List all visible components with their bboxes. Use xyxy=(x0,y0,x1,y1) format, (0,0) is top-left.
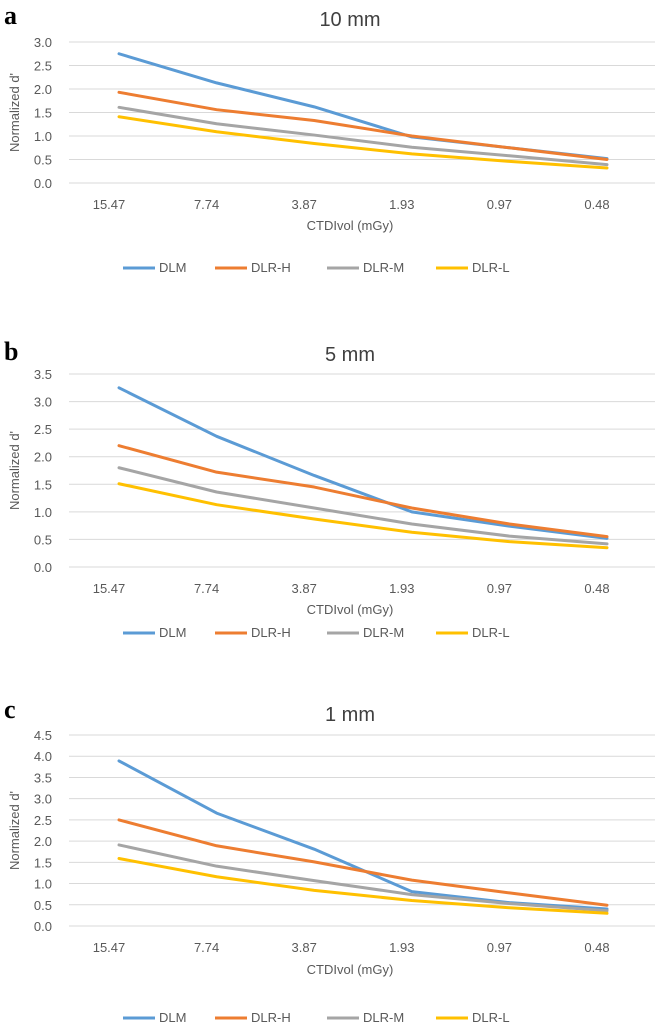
x-tick-label: 0.97 xyxy=(487,581,512,596)
panel-letter: a xyxy=(4,1,17,30)
y-axis-label: Normalized d' xyxy=(7,791,22,870)
series-line-dlr-m xyxy=(117,105,609,167)
chart-title: 5 mm xyxy=(325,344,375,366)
y-tick-label: 4.5 xyxy=(34,728,52,743)
legend-label: DLM xyxy=(159,625,186,640)
series-line-dlr-l xyxy=(117,857,609,915)
legend-label: DLR-H xyxy=(251,625,291,640)
y-tick-label: 3.5 xyxy=(34,367,52,382)
x-tick-label: 0.48 xyxy=(584,581,609,596)
series-line-dlr-l xyxy=(117,482,609,550)
y-tick-label: 0.0 xyxy=(34,919,52,934)
y-tick-label: 1.0 xyxy=(34,877,52,892)
x-tick-label: 15.47 xyxy=(93,197,126,212)
x-tick-label: 0.97 xyxy=(487,940,512,955)
y-tick-label: 3.0 xyxy=(34,792,52,807)
chart-title: 1 mm xyxy=(325,704,375,726)
y-tick-label: 2.5 xyxy=(34,59,52,74)
y-tick-label: 2.0 xyxy=(34,834,52,849)
chart-title: 10 mm xyxy=(319,9,380,31)
x-tick-label: 3.87 xyxy=(292,197,317,212)
chart-panel-a: a 10 mm 0.0 0.5 1.0 1.5 2.0 2.5 3.0 15.47 7.74 3.87… xyxy=(4,1,655,275)
x-tick-label: 3.87 xyxy=(292,581,317,596)
legend-label: DLR-M xyxy=(363,1010,404,1025)
x-axis-label: CTDIvol (mGy) xyxy=(307,962,394,977)
panel-letter: c xyxy=(4,695,16,724)
x-tick-label: 7.74 xyxy=(194,581,219,596)
y-tick-label: 0.0 xyxy=(34,176,52,191)
x-tick-label: 15.47 xyxy=(93,581,126,596)
x-tick-label: 0.48 xyxy=(584,940,609,955)
x-tick-label: 1.93 xyxy=(389,197,414,212)
x-tick-label: 1.93 xyxy=(389,581,414,596)
legend-label: DLR-L xyxy=(472,1010,510,1025)
legend-label: DLR-L xyxy=(472,260,510,275)
y-tick-label: 1.5 xyxy=(34,106,52,121)
y-tick-label: 3.0 xyxy=(34,395,52,410)
series-line-dlr-m xyxy=(117,843,609,913)
x-tick-label: 0.48 xyxy=(584,197,609,212)
y-axis-label: Normalized d' xyxy=(7,431,22,510)
series-line-dlr-m xyxy=(117,466,609,546)
y-tick-label: 2.0 xyxy=(34,450,52,465)
series-line-dlr-l xyxy=(117,115,609,170)
x-axis-label: CTDIvol (mGy) xyxy=(307,218,394,233)
x-tick-label: 7.74 xyxy=(194,940,219,955)
panel-letter: b xyxy=(4,337,18,366)
series-line-dlr-h xyxy=(117,818,609,907)
series-line-dlm xyxy=(117,386,609,540)
y-axis-label: Normalized d' xyxy=(7,73,22,152)
y-tick-label: 4.0 xyxy=(34,749,52,764)
x-axis-label: CTDIvol (mGy) xyxy=(307,602,394,617)
legend-label: DLR-M xyxy=(363,625,404,640)
y-tick-label: 1.5 xyxy=(34,855,52,870)
y-tick-label: 1.5 xyxy=(34,477,52,492)
chart-panel-c: c 1 mm 0.0 0.5 1.0 1.5 2.0 2.5 3.0 3.5 4.0 4.5 15.47… xyxy=(4,695,655,1025)
y-tick-label: 2.0 xyxy=(34,82,52,97)
y-tick-label: 0.5 xyxy=(34,898,52,913)
y-tick-label: 0.0 xyxy=(34,560,52,575)
y-tick-label: 1.0 xyxy=(34,505,52,520)
legend-label: DLR-H xyxy=(251,260,291,275)
series-line-dlr-h xyxy=(117,444,609,539)
legend-label: DLR-L xyxy=(472,625,510,640)
y-tick-label: 2.5 xyxy=(34,422,52,437)
x-tick-label: 7.74 xyxy=(194,197,219,212)
x-tick-label: 1.93 xyxy=(389,940,414,955)
x-tick-label: 3.87 xyxy=(292,940,317,955)
y-tick-label: 3.0 xyxy=(34,35,52,50)
legend-label: DLR-M xyxy=(363,260,404,275)
legend-label: DLM xyxy=(159,1010,186,1025)
legend-label: DLM xyxy=(159,260,186,275)
legend-label: DLR-H xyxy=(251,1010,291,1025)
series-line-dlr-h xyxy=(117,90,609,161)
x-tick-label: 0.97 xyxy=(487,197,512,212)
y-tick-label: 0.5 xyxy=(34,153,52,168)
y-tick-label: 3.5 xyxy=(34,770,52,785)
y-tick-label: 0.5 xyxy=(34,532,52,547)
y-tick-label: 1.0 xyxy=(34,129,52,144)
y-tick-label: 2.5 xyxy=(34,813,52,828)
x-tick-label: 15.47 xyxy=(93,940,126,955)
chart-panel-b: b 5 mm 0.0 0.5 1.0 1.5 2.0 2.5 3.0 3.5 15.47 7.74 3.… xyxy=(4,337,655,640)
